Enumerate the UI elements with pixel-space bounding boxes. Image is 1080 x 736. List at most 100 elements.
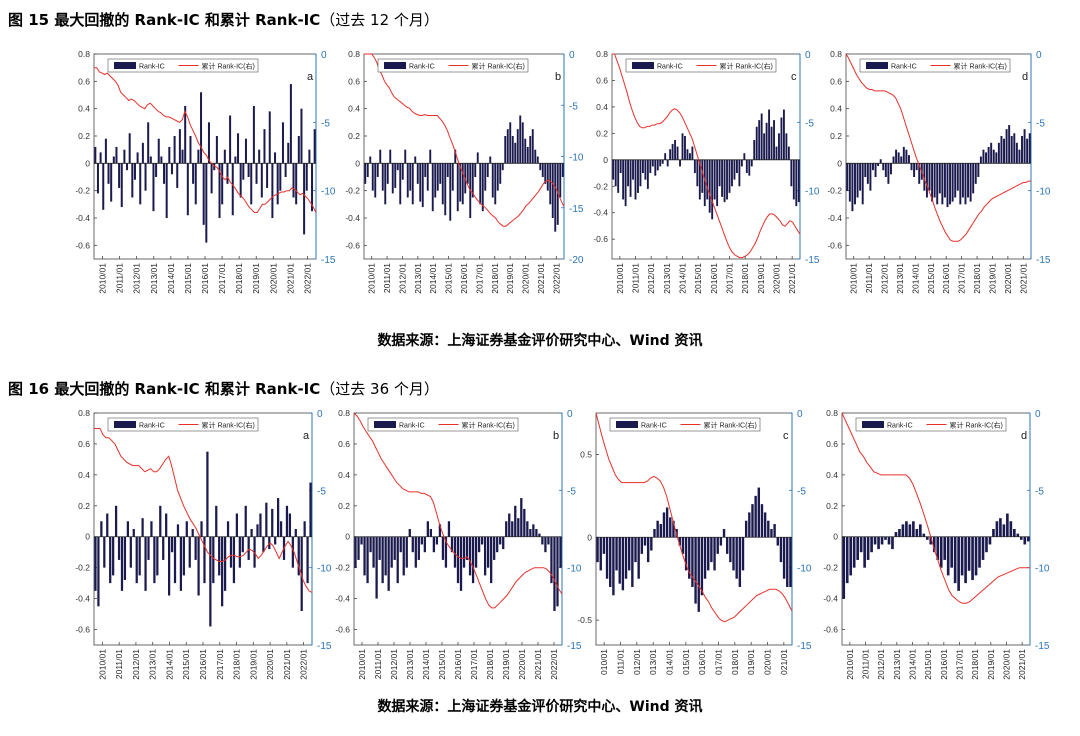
rank-ic-bar — [493, 537, 495, 560]
rank-ic-bar — [439, 163, 441, 184]
rank-ic-bar — [667, 160, 669, 167]
rank-ic-bar — [142, 143, 144, 164]
rank-ic-bar — [662, 160, 664, 164]
rank-ic-bar — [972, 163, 974, 193]
rank-ic-bar — [245, 506, 247, 537]
panel-letter: d — [1021, 430, 1027, 442]
x-tick-label: 2014/01 — [428, 263, 438, 294]
rank-ic-bar — [397, 163, 399, 170]
x-tick-label: 2011/01 — [114, 649, 124, 679]
rank-ic-bar — [637, 160, 639, 193]
x-tick-label: 2020/01 — [1002, 649, 1012, 680]
rank-ic-bar — [781, 117, 783, 159]
x-tick-label: 2011/01 — [864, 263, 874, 293]
rank-ic-bar — [109, 537, 111, 583]
rank-ic-bar — [554, 163, 556, 231]
rank-ic-bar — [1003, 524, 1006, 536]
rank-ic-bar — [758, 488, 760, 538]
rank-ic-bar — [106, 514, 108, 537]
y2-tick-label: -15 — [1036, 255, 1051, 266]
rank-ic-bar — [517, 129, 519, 163]
rank-ic-bar — [947, 537, 950, 576]
rank-ic-bar — [409, 163, 411, 190]
rank-ic-bar — [412, 537, 414, 552]
rank-ic-bar — [166, 163, 168, 218]
rank-ic-bar — [637, 537, 639, 578]
chart-panel-16a: -0.6 -0.4 -0.2 0 0.2 0.4 0.6 0.8 0 -5 -10 -15 2010/0… — [60, 403, 335, 688]
rank-ic-bar — [357, 537, 359, 560]
rank-ic-bar — [121, 163, 123, 207]
rank-ic-bar — [274, 152, 276, 163]
rank-ic-bar — [929, 163, 931, 190]
rank-ic-bar — [197, 150, 199, 164]
rank-ic-bar — [691, 147, 693, 160]
rank-ic-bar — [474, 163, 476, 177]
rank-ic-bar — [442, 537, 444, 560]
figure-16-title: 图 16 最大回撤的 Rank-IC 和累计 Rank-IC（过去 36 个月） — [8, 378, 439, 399]
chart-16d: -0.6-0.4-0.200.20.40.60.8 0-5-10-152010/0… — [808, 403, 1078, 688]
rank-ic-bar — [496, 537, 498, 552]
rank-ic-bar — [147, 122, 149, 163]
rank-ic-bar — [971, 537, 974, 580]
rank-ic-bar — [180, 537, 182, 591]
rank-ic-bar — [989, 537, 992, 545]
rank-ic-bar — [877, 163, 879, 166]
rank-ic-bar — [753, 140, 755, 160]
rank-ic-bar — [156, 537, 158, 576]
rank-ic-bar — [534, 150, 536, 164]
y-tick-label: 0 — [837, 158, 842, 168]
rank-ic-bar — [1023, 537, 1026, 545]
rank-ic-bar — [378, 537, 380, 560]
rank-ic-bar — [962, 163, 964, 197]
y-tick-label: 0.6 — [78, 439, 90, 449]
x-tick-label: 2018/01 — [970, 649, 980, 680]
rank-ic-bar — [912, 521, 915, 536]
figure-15-title-period: （过去 12 个月） — [320, 11, 439, 29]
rank-ic-bar — [129, 133, 131, 163]
rank-ic-bar — [309, 483, 311, 537]
x-tick-label: 2013/01 — [413, 263, 423, 294]
y-tick-label: 0.4 — [78, 104, 90, 114]
y-tick-label: 0 — [833, 532, 838, 542]
rank-ic-bar — [127, 521, 129, 536]
rank-ic-bar — [720, 537, 722, 545]
rank-ic-bar — [449, 163, 451, 220]
rank-ic-bar — [502, 537, 504, 549]
y-tick-label: -0.2 — [827, 186, 842, 196]
rank-ic-bar — [789, 537, 791, 587]
rank-ic-bar — [115, 147, 117, 163]
rank-ic-bar — [511, 521, 513, 536]
rank-ic-bar — [996, 521, 999, 536]
figure-15-source: 数据来源：上海证券基金评价研究中心、Wind 资讯 — [0, 330, 1080, 350]
rank-ic-bar — [988, 147, 990, 163]
rank-ic-bar — [1013, 529, 1016, 537]
x-tick-label: 019/01 — [746, 649, 756, 675]
rank-ic-bar — [559, 163, 561, 197]
y-tick-label: 0.6 — [826, 439, 838, 449]
rank-ic-bar — [447, 163, 449, 177]
rank-ic-bar — [947, 163, 949, 207]
rank-ic-bar — [519, 116, 521, 164]
rank-ic-bar — [277, 498, 279, 537]
y2-tick-label: -5 — [321, 118, 330, 129]
rank-ic-bar — [778, 133, 780, 159]
rank-ic-bar — [739, 537, 741, 587]
rank-ic-bar — [767, 521, 769, 538]
rank-ic-bar — [115, 506, 117, 537]
rank-ic-bar — [118, 163, 120, 188]
rank-ic-bar — [479, 163, 481, 204]
rank-ic-bar — [150, 157, 152, 164]
x-tick-label: 010/01 — [599, 649, 609, 675]
x-tick-label: 2011/01 — [115, 263, 125, 293]
x-tick-label: 2011/01 — [382, 263, 392, 293]
rank-ic-bar — [943, 537, 946, 560]
y-tick-label: 0 — [587, 532, 592, 542]
rank-ic-bar — [212, 537, 214, 583]
x-tick-label: 2022/01 — [549, 649, 559, 680]
rank-ic-bar — [508, 514, 510, 537]
rank-ic-bar — [208, 122, 210, 163]
rank-ic-bar — [484, 163, 486, 190]
rank-ic-bar — [429, 150, 431, 164]
rank-ic-bar — [888, 537, 891, 545]
x-tick-label: 011/01 — [616, 649, 626, 675]
